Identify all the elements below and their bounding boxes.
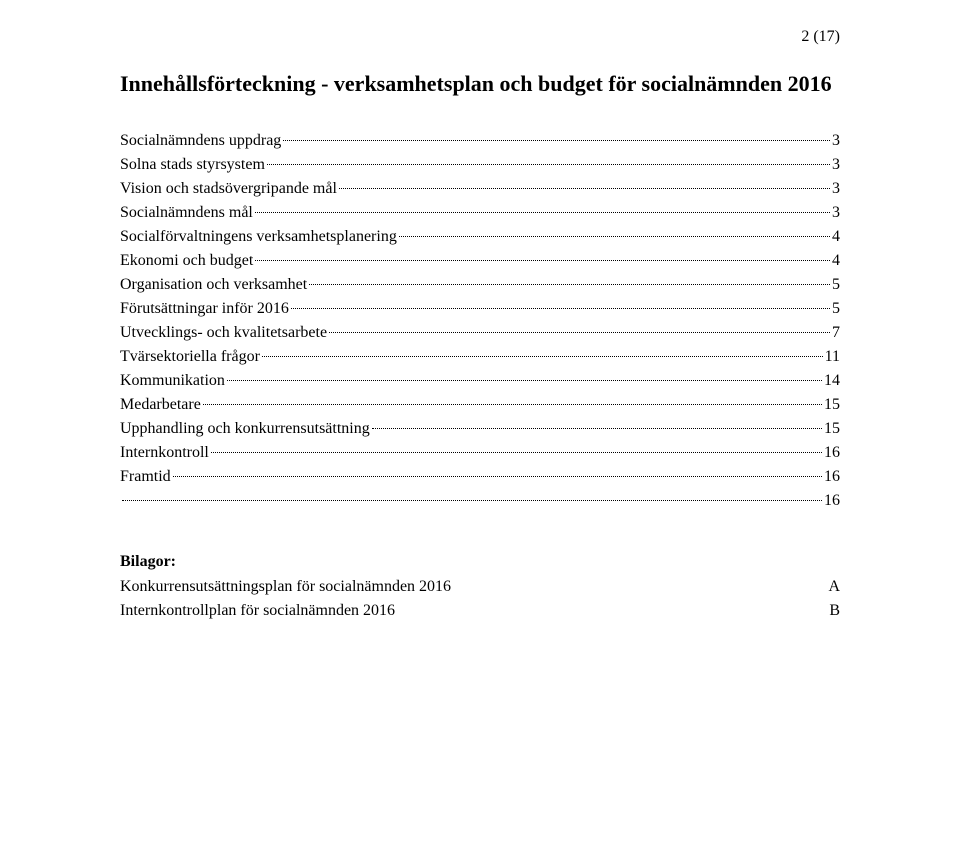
toc-row: Utvecklings- och kvalitetsarbete 7 [120, 321, 840, 345]
toc-label: Upphandling och konkurrensutsättning [120, 417, 370, 441]
toc-label: Organisation och verksamhet [120, 273, 307, 297]
toc-dots [255, 260, 830, 261]
toc-page: 7 [832, 321, 840, 345]
toc-row: Framtid 16 [120, 465, 840, 489]
document-page: 2 (17) Innehållsförteckning - verksamhet… [0, 0, 960, 663]
attachment-marker: B [829, 599, 840, 623]
toc-dots [122, 500, 822, 501]
toc-dots [329, 332, 830, 333]
toc-dots [309, 284, 830, 285]
page-title: Innehållsförteckning - verksamhetsplan o… [120, 70, 840, 99]
toc-label: Socialnämndens uppdrag [120, 129, 281, 153]
toc-row: Förutsättningar inför 2016 5 [120, 297, 840, 321]
toc-page: 15 [824, 393, 840, 417]
toc-row: 16 [120, 489, 840, 513]
page-number: 2 (17) [801, 28, 840, 46]
toc-row: Kommunikation 14 [120, 369, 840, 393]
toc-page: 5 [832, 297, 840, 321]
toc-dots [291, 308, 830, 309]
toc-row: Socialförvaltningens verksamhetsplanerin… [120, 225, 840, 249]
toc-page: 3 [832, 177, 840, 201]
toc-page: 5 [832, 273, 840, 297]
toc-dots [211, 452, 822, 453]
toc-dots [399, 236, 830, 237]
attachments-heading: Bilagor: [120, 553, 840, 571]
toc-page: 16 [824, 465, 840, 489]
toc-dots [173, 476, 822, 477]
toc-dots [267, 164, 830, 165]
toc-row: Upphandling och konkurrensutsättning 15 [120, 417, 840, 441]
toc-row: Vision och stadsövergripande mål 3 [120, 177, 840, 201]
toc-row: Medarbetare 15 [120, 393, 840, 417]
toc-page: 16 [824, 441, 840, 465]
toc-page: 3 [832, 201, 840, 225]
attachment-label: Internkontrollplan för socialnämnden 201… [120, 599, 395, 623]
toc-label: Förutsättningar inför 2016 [120, 297, 289, 321]
toc-dots [339, 188, 830, 189]
toc-dots [262, 356, 823, 357]
attachment-label: Konkurrensutsättningsplan för socialnämn… [120, 575, 451, 599]
toc-dots [203, 404, 822, 405]
toc-label: Medarbetare [120, 393, 201, 417]
toc-page: 15 [824, 417, 840, 441]
toc-row: Internkontroll 16 [120, 441, 840, 465]
toc-page: 11 [825, 345, 840, 369]
table-of-contents: Socialnämndens uppdrag 3 Solna stads sty… [120, 129, 840, 513]
toc-row: Socialnämndens uppdrag 3 [120, 129, 840, 153]
toc-dots [227, 380, 822, 381]
toc-label: Socialförvaltningens verksamhetsplanerin… [120, 225, 397, 249]
toc-dots [372, 428, 822, 429]
toc-label: Kommunikation [120, 369, 225, 393]
attachment-row: Konkurrensutsättningsplan för socialnämn… [120, 575, 840, 599]
toc-label: Utvecklings- och kvalitetsarbete [120, 321, 327, 345]
toc-page: 3 [832, 129, 840, 153]
toc-page: 14 [824, 369, 840, 393]
toc-row: Socialnämndens mål 3 [120, 201, 840, 225]
toc-row: Organisation och verksamhet 5 [120, 273, 840, 297]
attachment-row: Internkontrollplan för socialnämnden 201… [120, 599, 840, 623]
toc-label: Tvärsektoriella frågor [120, 345, 260, 369]
toc-label: Vision och stadsövergripande mål [120, 177, 337, 201]
attachment-marker: A [828, 575, 840, 599]
toc-label: Internkontroll [120, 441, 209, 465]
toc-label: Socialnämndens mål [120, 201, 253, 225]
toc-label: Ekonomi och budget [120, 249, 253, 273]
toc-dots [255, 212, 830, 213]
toc-page: 16 [824, 489, 840, 513]
toc-row: Tvärsektoriella frågor 11 [120, 345, 840, 369]
toc-page: 4 [832, 249, 840, 273]
toc-page: 4 [832, 225, 840, 249]
toc-page: 3 [832, 153, 840, 177]
toc-dots [283, 140, 830, 141]
toc-label: Solna stads styrsystem [120, 153, 265, 177]
toc-row: Ekonomi och budget 4 [120, 249, 840, 273]
toc-row: Solna stads styrsystem 3 [120, 153, 840, 177]
toc-label: Framtid [120, 465, 171, 489]
attachments-section: Bilagor: Konkurrensutsättningsplan för s… [120, 553, 840, 623]
